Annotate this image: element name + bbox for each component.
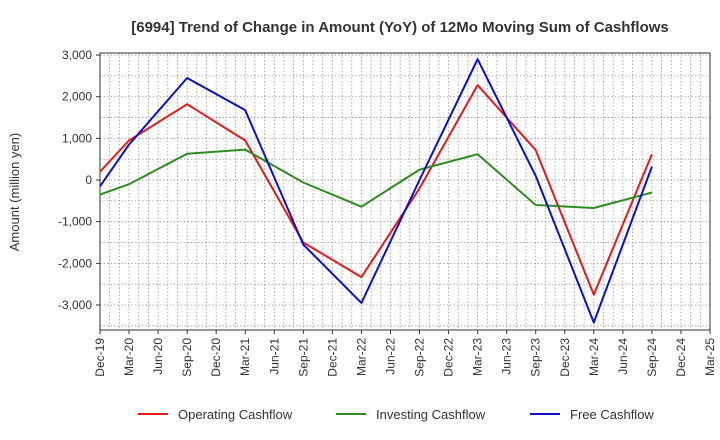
y-tick-label: 0 [85, 173, 92, 187]
legend-label-operating-cashflow: Operating Cashflow [178, 407, 293, 422]
series-line-operating-cashflow [99, 84, 653, 296]
grid [99, 53, 711, 330]
x-tick-label: Dec-24 [674, 338, 688, 377]
x-tick-label: Jun-21 [267, 338, 281, 375]
y-axis-label: Amount (million yen) [7, 133, 22, 252]
y-tick-label: -2,000 [58, 256, 92, 270]
y-tick-label: -3,000 [58, 298, 92, 312]
x-tick-label: Mar-20 [122, 338, 136, 376]
x-tick-label: Sep-21 [296, 338, 310, 377]
series-lines [99, 58, 653, 324]
legend: Operating Cashflow Investing Cashflow Free… [138, 407, 654, 422]
series-line-free-cashflow [99, 58, 653, 324]
chart-title: [6994] Trend of Change in Amount (YoY) o… [131, 19, 669, 36]
x-tick-label: Jun-23 [500, 338, 514, 375]
x-tick-label: Sep-23 [529, 338, 543, 377]
x-axis: Dec-19 Mar-20 Jun-20 Sep-20 Dec-20 Mar-21 Jun-… [93, 330, 717, 377]
x-tick-label: Dec-22 [442, 338, 456, 377]
x-tick-label: Sep-24 [645, 338, 659, 377]
x-tick-label: Sep-22 [413, 338, 427, 377]
x-tick-label: Dec-19 [93, 338, 107, 377]
y-tick-label: 2,000 [62, 90, 92, 104]
x-tick-label: Jun-24 [616, 338, 630, 375]
x-tick-label: Mar-22 [354, 338, 368, 376]
x-tick-label: Dec-21 [325, 338, 339, 377]
x-tick-label: Mar-23 [471, 338, 485, 376]
legend-label-free-cashflow: Free Cashflow [570, 407, 654, 422]
series-line-investing-cashflow [99, 148, 653, 209]
y-axis: 3,000 2,000 1,000 0 -1,000 -2,000 -3,000 [58, 48, 100, 312]
x-tick-label: Sep-20 [180, 338, 194, 377]
x-tick-label: Dec-23 [558, 338, 572, 377]
y-tick-label: -1,000 [58, 215, 92, 229]
plot-frame [99, 52, 711, 331]
y-tick-label: 1,000 [62, 131, 92, 145]
x-tick-label: Jun-20 [151, 338, 165, 375]
x-tick-label: Mar-21 [238, 338, 252, 376]
x-tick-label: Mar-24 [587, 338, 601, 376]
legend-label-investing-cashflow: Investing Cashflow [376, 407, 486, 422]
x-tick-label: Jun-22 [383, 338, 397, 375]
x-tick-label: Dec-20 [209, 338, 223, 377]
y-tick-label: 3,000 [62, 48, 92, 62]
x-tick-label: Mar-25 [703, 338, 717, 376]
